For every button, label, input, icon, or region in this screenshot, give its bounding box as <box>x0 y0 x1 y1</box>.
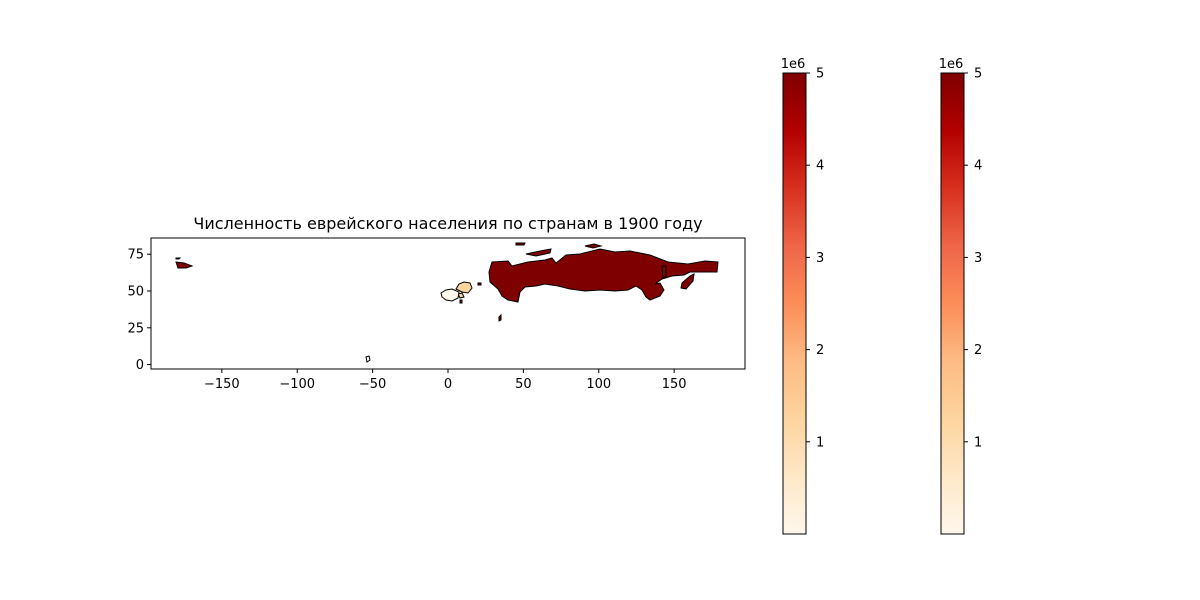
colorbar-tick-label: 3 <box>816 251 824 266</box>
y-axis: 0 25 50 75 <box>127 248 151 373</box>
colorbar-1-multiplier: 1e6 <box>781 57 806 72</box>
region-western-europe <box>440 288 460 302</box>
x-tick-label: −50 <box>359 377 386 392</box>
colorbar-tick-label: 5 <box>816 67 824 82</box>
colorbar-tick-label: 2 <box>974 343 982 358</box>
region-central-europe-south <box>457 292 465 299</box>
map-title: Численность еврейского населения по стра… <box>193 214 702 233</box>
colorbar-2: 1e6 1 2 3 4 5 <box>939 57 982 535</box>
colorbar-tick-label: 4 <box>816 159 824 174</box>
colorbar-tick-label: 1 <box>974 435 982 450</box>
x-tick-label: 150 <box>662 377 687 392</box>
x-tick-label: −100 <box>279 377 315 392</box>
region-chukotka-island <box>175 257 182 260</box>
x-tick-label: 0 <box>444 377 452 392</box>
colorbar-2-multiplier: 1e6 <box>939 57 964 72</box>
region-arctic-island-2 <box>584 243 603 249</box>
region-large-eastern-territory <box>488 248 719 303</box>
region-levant-fragment <box>498 313 502 322</box>
region-south-america-island <box>365 355 371 363</box>
region-island-corsica <box>459 299 463 304</box>
region-chukotka-fragment <box>175 261 194 269</box>
x-tick-label: −150 <box>204 377 240 392</box>
colorbar-tick-label: 3 <box>974 251 982 266</box>
region-central-europe <box>455 281 473 294</box>
region-arctic-island-1 <box>525 248 552 257</box>
colorbar-1-gradient <box>782 72 807 535</box>
colorbar-tick-label: 1 <box>816 435 824 450</box>
x-tick-label: 50 <box>515 377 532 392</box>
x-tick-label: 100 <box>586 377 611 392</box>
region-kamchatka <box>680 273 695 290</box>
map-regions <box>175 242 719 363</box>
y-tick-label: 25 <box>127 321 144 336</box>
map-axes: −150 −100 −50 0 50 100 150 0 25 50 75 <box>127 237 746 392</box>
colorbar-1: 1e6 1 2 3 4 5 <box>781 57 824 535</box>
colorbar-tick-label: 5 <box>974 67 982 82</box>
colorbar-2-gradient <box>940 72 965 535</box>
colorbar-tick-label: 4 <box>974 159 982 174</box>
y-tick-label: 75 <box>127 248 144 263</box>
y-tick-label: 0 <box>136 358 144 373</box>
region-arctic-island-3 <box>515 242 526 246</box>
y-tick-label: 50 <box>127 284 144 299</box>
colorbar-tick-label: 2 <box>816 343 824 358</box>
region-caspian-fragment <box>477 282 482 286</box>
x-axis: −150 −100 −50 0 50 100 150 <box>204 369 687 392</box>
region-sakhalin <box>661 265 667 279</box>
